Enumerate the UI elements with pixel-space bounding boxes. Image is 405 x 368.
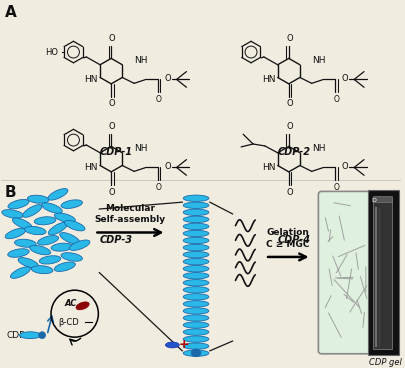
Text: O: O [109, 122, 115, 131]
Ellipse shape [183, 294, 208, 300]
Text: O: O [156, 95, 161, 104]
Text: +: + [179, 339, 189, 351]
Text: NH: NH [311, 56, 324, 66]
Text: CDP gel: CDP gel [368, 358, 401, 367]
Ellipse shape [38, 332, 45, 339]
Ellipse shape [183, 244, 208, 251]
Ellipse shape [183, 336, 208, 342]
Ellipse shape [60, 233, 79, 244]
Ellipse shape [48, 188, 68, 200]
Ellipse shape [2, 210, 23, 218]
Ellipse shape [24, 226, 46, 235]
Ellipse shape [39, 256, 61, 264]
Ellipse shape [183, 287, 208, 293]
Ellipse shape [183, 223, 208, 230]
Ellipse shape [183, 273, 208, 279]
Text: O: O [286, 122, 292, 131]
Text: NH: NH [311, 144, 324, 153]
Text: CDP-1: CDP-1 [99, 148, 132, 158]
Bar [372, 196, 391, 202]
Ellipse shape [183, 280, 208, 286]
Ellipse shape [15, 239, 36, 247]
Text: CDP-2: CDP-2 [277, 148, 309, 158]
Text: A: A [4, 5, 16, 20]
Ellipse shape [54, 262, 75, 272]
Ellipse shape [69, 240, 90, 250]
Ellipse shape [61, 200, 82, 208]
Ellipse shape [11, 267, 30, 278]
Ellipse shape [34, 217, 56, 225]
Ellipse shape [165, 342, 179, 348]
Text: Molecular
Self-assembly: Molecular Self-assembly [94, 204, 165, 224]
Ellipse shape [183, 258, 208, 265]
Text: O: O [286, 99, 292, 109]
Text: HN: HN [262, 163, 275, 172]
Ellipse shape [19, 332, 41, 339]
Ellipse shape [13, 218, 32, 230]
Text: NH: NH [134, 56, 147, 66]
Text: O: O [109, 34, 115, 43]
Text: HN: HN [84, 75, 98, 84]
Bar [367, 190, 398, 355]
Text: CDP-3: CDP-3 [99, 236, 132, 245]
FancyBboxPatch shape [318, 191, 373, 354]
Text: β-CD: β-CD [58, 318, 79, 327]
Ellipse shape [64, 220, 85, 231]
Ellipse shape [183, 251, 208, 258]
Text: CDP-4: CDP-4 [277, 236, 309, 245]
Ellipse shape [183, 308, 208, 314]
Ellipse shape [8, 249, 29, 257]
Text: O: O [164, 74, 171, 83]
Ellipse shape [30, 245, 51, 255]
Ellipse shape [42, 203, 62, 213]
Ellipse shape [23, 205, 42, 217]
Ellipse shape [183, 230, 208, 237]
Ellipse shape [5, 228, 26, 239]
Text: O: O [333, 183, 339, 192]
Ellipse shape [76, 302, 89, 310]
Ellipse shape [48, 222, 67, 235]
Ellipse shape [183, 322, 208, 328]
Ellipse shape [183, 343, 208, 349]
Ellipse shape [183, 216, 208, 223]
Ellipse shape [183, 209, 208, 216]
Text: O: O [156, 183, 161, 192]
Ellipse shape [191, 349, 200, 357]
Ellipse shape [18, 258, 38, 268]
Ellipse shape [61, 253, 82, 261]
Text: O: O [333, 95, 339, 104]
Text: O: O [109, 99, 115, 109]
Ellipse shape [183, 202, 208, 209]
Text: O: O [286, 188, 292, 197]
Ellipse shape [37, 236, 58, 245]
Text: O: O [164, 162, 171, 171]
Text: O: O [109, 188, 115, 197]
Ellipse shape [183, 195, 208, 201]
Text: O: O [341, 162, 348, 171]
Text: Gelation
C ≥ MGC: Gelation C ≥ MGC [265, 228, 309, 249]
Ellipse shape [27, 195, 49, 203]
Text: HN: HN [84, 163, 98, 172]
Text: B: B [4, 185, 16, 199]
Ellipse shape [183, 265, 208, 272]
Text: O: O [286, 34, 292, 43]
Text: NH: NH [134, 144, 147, 153]
Ellipse shape [183, 237, 208, 244]
Ellipse shape [51, 243, 72, 251]
Text: D: D [371, 198, 375, 203]
Ellipse shape [31, 266, 53, 274]
Text: AC: AC [64, 300, 77, 308]
Ellipse shape [54, 213, 75, 223]
Ellipse shape [183, 315, 208, 321]
Ellipse shape [183, 329, 208, 335]
Text: HO: HO [45, 47, 58, 57]
Bar [372, 198, 391, 349]
Ellipse shape [8, 199, 29, 209]
Ellipse shape [183, 350, 208, 356]
Text: HN: HN [262, 75, 275, 84]
Text: O: O [341, 74, 348, 83]
Ellipse shape [183, 301, 208, 307]
Text: CDP: CDP [6, 331, 25, 340]
